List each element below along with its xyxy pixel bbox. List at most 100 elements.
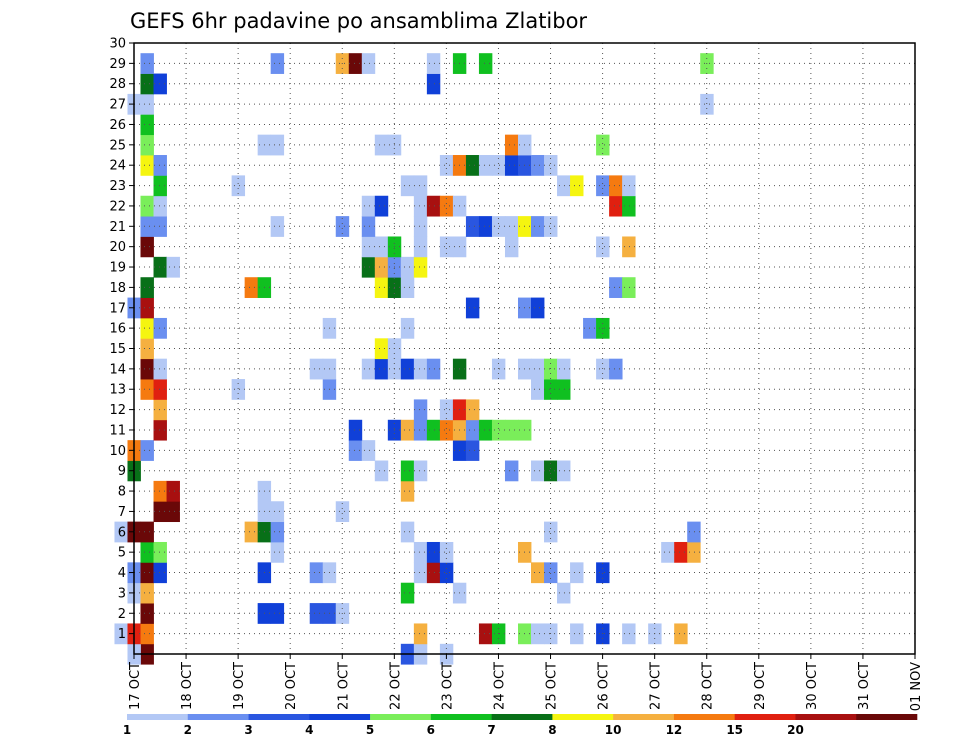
precip-cell	[166, 256, 180, 278]
precip-cell	[361, 195, 376, 217]
precip-cell	[231, 175, 246, 197]
precip-cell	[413, 623, 428, 645]
precip-cell	[114, 521, 128, 543]
precip-cell	[504, 236, 519, 258]
precip-cell	[700, 93, 714, 115]
y-tick-label: 2	[118, 607, 126, 622]
precip-cell	[609, 195, 623, 217]
precip-cell	[348, 53, 363, 74]
precip-cell	[596, 134, 610, 156]
plot-grid	[134, 43, 915, 654]
precip-cell	[335, 501, 350, 523]
y-tick-label: 25	[109, 138, 126, 153]
y-tick-label: 28	[109, 77, 126, 92]
colorbar: 1 2 3 4 5 6 7 8 10 12 15 20	[123, 714, 918, 737]
precip-cell	[596, 175, 610, 197]
precip-cell	[400, 175, 415, 197]
precip-cell	[557, 358, 571, 380]
precip-cell	[439, 419, 454, 441]
precip-cell	[270, 501, 285, 523]
precip-cell	[531, 297, 545, 319]
precip-cell	[478, 623, 493, 645]
x-tick-label: 17 OCT	[128, 662, 143, 710]
precip-cell	[426, 73, 441, 95]
precip-cell	[374, 277, 389, 298]
y-tick-label: 9	[118, 464, 126, 479]
precip-cell	[140, 603, 154, 624]
precip-cell	[465, 155, 480, 176]
colorbar-swatch	[491, 714, 553, 720]
precip-cell	[544, 379, 558, 400]
precip-cell	[400, 582, 415, 604]
precip-cell	[426, 358, 441, 380]
precip-cell	[231, 379, 246, 400]
precip-cell	[140, 195, 154, 217]
x-tick-label: 20 OCT	[284, 662, 299, 710]
precip-cell	[491, 419, 506, 441]
y-tick-label: 6	[118, 525, 126, 540]
colorbar-swatch	[673, 714, 735, 720]
precip-cell	[413, 256, 428, 278]
precip-cell	[270, 603, 285, 624]
precip-cell	[140, 73, 154, 95]
precip-cell	[140, 317, 154, 339]
precip-cell	[426, 562, 441, 584]
y-tick-label: 14	[109, 362, 126, 377]
precip-cell	[374, 236, 389, 258]
colorbar-label: 2	[184, 723, 192, 737]
x-tick-label: 23 OCT	[440, 662, 455, 710]
precip-cell	[140, 114, 154, 136]
precip-cell	[153, 216, 167, 237]
precip-cell	[544, 216, 558, 237]
colorbar-swatch	[309, 714, 371, 720]
precip-cell	[544, 562, 558, 584]
x-tick-label: 18 OCT	[180, 662, 195, 710]
precip-cell	[674, 541, 688, 563]
precip-cell	[531, 379, 545, 400]
precip-cell	[270, 541, 285, 563]
colorbar-label: 10	[605, 723, 622, 737]
precip-cell	[361, 440, 376, 461]
y-tick-label: 20	[109, 240, 126, 255]
precip-cell	[544, 460, 558, 482]
precip-cell	[439, 562, 454, 584]
precip-cell	[426, 541, 441, 563]
precip-cell	[570, 562, 584, 584]
y-tick-label: 10	[109, 444, 126, 459]
precip-cell	[335, 216, 350, 237]
precip-cell	[244, 521, 259, 543]
colorbar-swatch	[187, 714, 249, 720]
precip-cell	[531, 155, 545, 176]
colorbar-label: 3	[244, 723, 252, 737]
precip-cell	[140, 623, 154, 645]
precip-cell	[140, 582, 154, 604]
y-tick-label: 3	[118, 586, 126, 601]
precip-cell	[622, 175, 636, 197]
y-tick-label: 26	[109, 118, 126, 133]
precip-cell	[348, 419, 363, 441]
precip-cell	[400, 521, 415, 543]
precip-cell	[557, 460, 571, 482]
precip-cell	[557, 175, 571, 197]
precip-cell	[687, 521, 701, 543]
precip-cell	[439, 541, 454, 563]
precip-cell	[413, 399, 428, 421]
precip-cell	[504, 134, 519, 156]
precip-cell	[309, 562, 324, 584]
y-tick-label: 27	[109, 98, 126, 113]
precip-cell	[153, 317, 167, 339]
precip-cell	[531, 460, 545, 482]
x-tick-label: 31 OCT	[857, 662, 872, 710]
precip-cell	[622, 623, 636, 645]
precip-cell	[570, 623, 584, 645]
precip-cell	[413, 175, 428, 197]
precip-cell	[557, 379, 571, 400]
precip-cell	[140, 379, 154, 400]
colorbar-label: 15	[726, 723, 743, 737]
precip-cell	[140, 358, 154, 380]
y-tick-label: 12	[109, 403, 126, 418]
x-tick-label: 24 OCT	[492, 662, 507, 710]
y-tick-label: 5	[118, 546, 126, 561]
precip-cell	[426, 195, 441, 217]
